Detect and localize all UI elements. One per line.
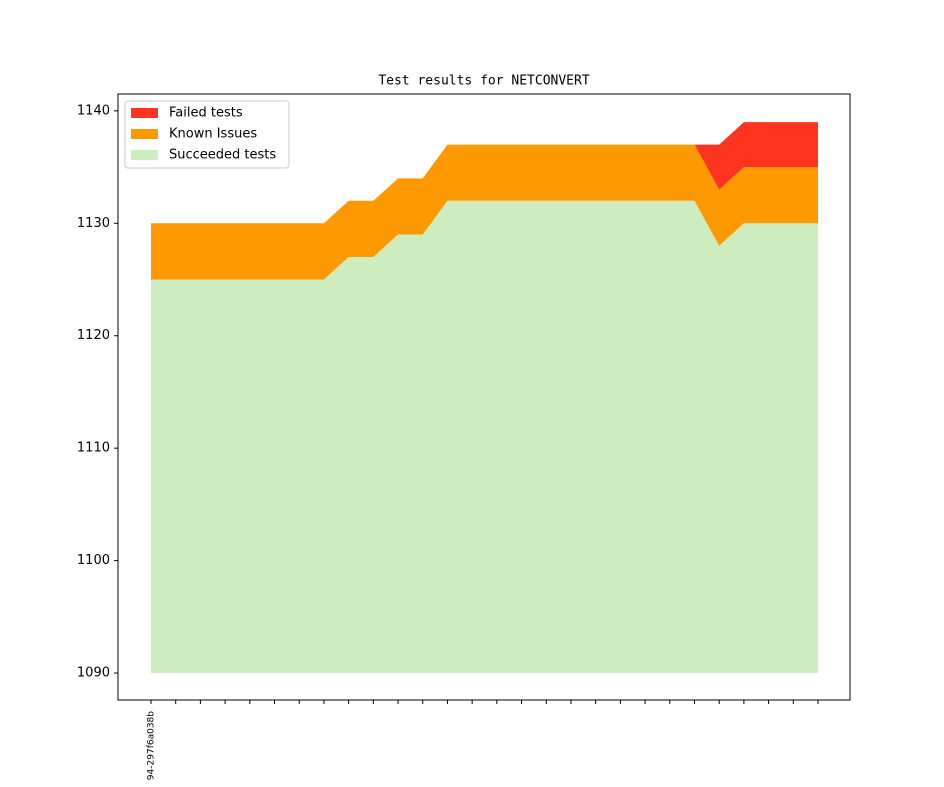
y-tick-label: 1110 bbox=[77, 441, 110, 456]
legend-label: Known Issues bbox=[169, 127, 257, 142]
legend-label: Failed tests bbox=[169, 106, 243, 121]
plot-area bbox=[151, 122, 818, 674]
y-tick-label: 1130 bbox=[77, 216, 110, 231]
legend-swatch bbox=[131, 108, 158, 118]
legend: Failed tests Known Issues Succeeded tests bbox=[124, 100, 290, 169]
area bbox=[151, 122, 818, 224]
legend-swatch bbox=[131, 129, 158, 139]
area bbox=[151, 144, 818, 280]
y-tick-label: 1120 bbox=[77, 328, 110, 343]
axes-frame bbox=[117, 93, 851, 701]
legend-box bbox=[124, 100, 290, 169]
y-tick-label: 1090 bbox=[77, 666, 110, 681]
legend-label: Succeeded tests bbox=[169, 148, 276, 163]
chart-title: Test results for NETCONVERT bbox=[378, 74, 589, 89]
y-tick-label: 1140 bbox=[77, 103, 110, 118]
area bbox=[151, 200, 818, 674]
legend-swatch bbox=[131, 150, 158, 160]
x-tick-label: 94-297f6a038b bbox=[147, 711, 157, 780]
y-tick-label: 1100 bbox=[77, 553, 110, 568]
